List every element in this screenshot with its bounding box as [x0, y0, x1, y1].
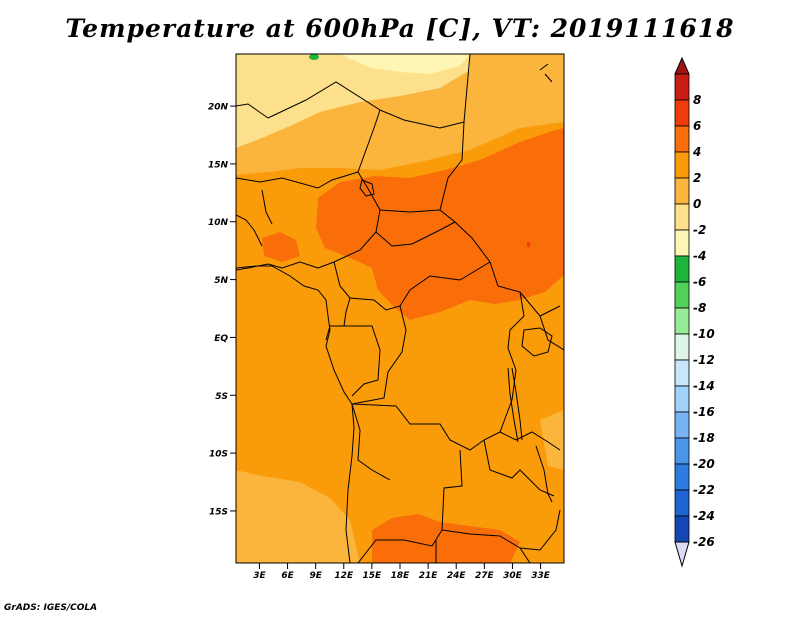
country-borders [236, 54, 564, 563]
colorbar-label: -22 [693, 483, 715, 497]
lon-tick-label: 27E [475, 571, 495, 581]
colorbar-swatch [674, 281, 690, 309]
colorbar-top-arrow [674, 56, 690, 75]
colorbar-label: -18 [693, 431, 715, 445]
colorbar-swatch [674, 229, 690, 257]
colorbar-swatch [674, 411, 690, 439]
longitude-axis: 3E 6E 9E 12E 15E 18E 21E 24E 27E 30E 33E [253, 563, 551, 581]
temperature-field [236, 54, 564, 563]
lat-tick-label: 10S [209, 450, 228, 460]
lon-tick-label: 33E [531, 571, 551, 581]
colorbar-swatch [674, 333, 690, 361]
lat-tick-label: EQ [214, 334, 228, 344]
colorbar-label: -26 [693, 535, 715, 549]
lat-tick-label: 5N [214, 276, 228, 286]
lat-tick-label: 15N [208, 160, 229, 170]
colorbar-swatch [674, 255, 690, 283]
colorbar-swatch [674, 385, 690, 413]
lon-tick-label: 9E [309, 571, 322, 581]
colorbar-label: 0 [693, 197, 701, 211]
lat-tick-label: 20N [208, 103, 229, 113]
colorbar-label: 2 [693, 171, 701, 185]
colorbar-swatch [674, 307, 690, 335]
latitude-axis: 20N 15N 10N 5N EQ 5S 10S 15S [208, 103, 236, 517]
colorbar-label: -8 [693, 301, 706, 315]
map-title: Temperature at 600hPa [C], VT: 201911161… [65, 14, 735, 43]
colorbar-swatch [674, 463, 690, 491]
colorbar-swatch [674, 99, 690, 127]
colorbar-label: 4 [692, 145, 701, 159]
colorbar-swatch [674, 489, 690, 517]
colorbar-swatch [674, 177, 690, 205]
colorbar-swatch [674, 73, 690, 101]
colorbar-label: 6 [693, 119, 701, 133]
colorbar-swatch [674, 515, 690, 543]
colorbar-swatch [674, 203, 690, 231]
lat-tick-label: 5S [215, 392, 228, 402]
colorbar-bottom-arrow [674, 541, 690, 568]
lon-tick-label: 3E [253, 571, 266, 581]
colorbar-label: -24 [693, 509, 715, 523]
grads-credit: GrADS: IGES/COLA [4, 603, 98, 613]
lat-tick-label: 15S [209, 507, 228, 517]
colorbar: 8 6 4 2 0 -2 -4 -6 -8 -10 -12 -14 -16 -18 -20 -22 -24 -26 [674, 56, 715, 568]
colorbar-swatch [674, 151, 690, 179]
lon-tick-label: 24E [447, 571, 467, 581]
lon-tick-label: 6E [281, 571, 294, 581]
colorbar-swatch [674, 437, 690, 465]
colorbar-label: -4 [693, 249, 706, 263]
lon-tick-label: 21E [419, 571, 439, 581]
colorbar-swatch [674, 359, 690, 387]
colorbar-label: -20 [693, 457, 715, 471]
lon-tick-label: 12E [334, 571, 354, 581]
colorbar-swatch [674, 125, 690, 153]
colorbar-label: -2 [693, 223, 706, 237]
colorbar-label: -14 [693, 379, 715, 393]
colorbar-label: -16 [693, 405, 715, 419]
lon-tick-label: 30E [503, 571, 523, 581]
lon-tick-label: 15E [363, 571, 383, 581]
colorbar-label: 8 [693, 93, 701, 107]
lon-tick-label: 18E [391, 571, 411, 581]
temperature-map: 20N 15N 10N 5N EQ 5S 10S 15S 3E 6E 9E 12E 15E 18E 21E… [208, 53, 715, 581]
colorbar-label: -6 [693, 275, 706, 289]
lat-tick-label: 10N [208, 218, 229, 228]
colorbar-label: -10 [693, 327, 715, 341]
colorbar-label: -12 [693, 353, 715, 367]
